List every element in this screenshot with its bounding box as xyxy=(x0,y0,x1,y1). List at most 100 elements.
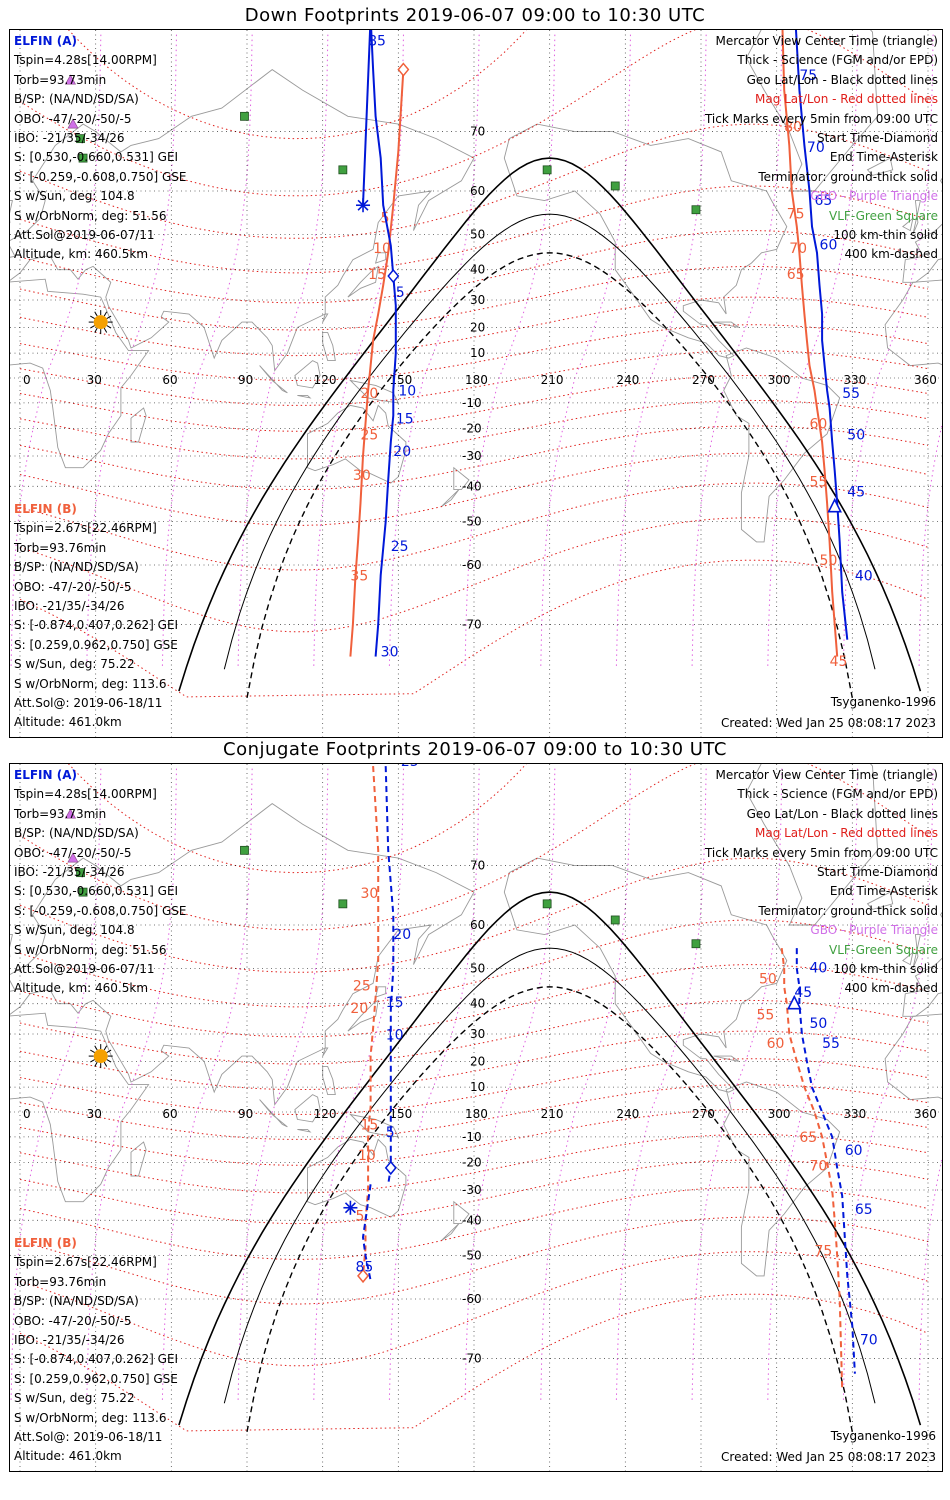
continent-outline xyxy=(294,360,321,389)
lat-tick-label: 60 xyxy=(470,184,485,198)
info-line: OBO: -47/-20/-50/-5 xyxy=(14,111,132,126)
track-time-tick: 10 xyxy=(373,241,391,257)
info-line: Tspin=2.67s[22.46RPM] xyxy=(14,1255,157,1270)
model-label: Tsyganenko-1996 xyxy=(830,695,936,709)
track-time-tick: 5 xyxy=(396,285,405,301)
continent-outline xyxy=(294,1094,321,1123)
elfin-a-track-second xyxy=(795,948,856,1374)
vlf-station-marker xyxy=(691,205,701,215)
lon-tick-label: 180 xyxy=(465,1107,488,1121)
lat-tick-label: -60 xyxy=(462,1292,482,1306)
mag-lat-line xyxy=(19,1293,929,1432)
mag-lat-line xyxy=(19,1058,929,1116)
track-time-tick: 35 xyxy=(350,569,368,585)
track-time-tick: 75 xyxy=(799,68,817,84)
continent-outline xyxy=(10,278,150,469)
lat-tick-label: -40 xyxy=(462,479,482,493)
continent-outline xyxy=(374,252,387,264)
track-time-tick: 50 xyxy=(820,553,838,569)
track-time-tick: 5 xyxy=(386,1125,395,1141)
continent-outline xyxy=(912,200,921,235)
lat-tick-label: -40 xyxy=(462,1213,482,1227)
map-frame-conjugate: 0 30 60 90 120 150 180 210 240 270 300 330 360 70 60 50… xyxy=(9,763,943,1472)
info-line: OBO: -47/-20/-50/-5 xyxy=(14,845,132,860)
lon-tick-label: 330 xyxy=(843,373,866,387)
info-line: S w/OrbNorm, deg: 113.6 xyxy=(14,1410,167,1425)
mag-lat-line xyxy=(19,1108,929,1166)
track-time-tick: 65 xyxy=(787,267,805,283)
lat-tick-label: 40 xyxy=(470,997,485,1011)
terminator-100km xyxy=(223,213,876,670)
terminator-400km xyxy=(246,252,853,699)
sun-ray xyxy=(106,1059,112,1063)
gbo-station-marker xyxy=(64,808,77,819)
track-time-tick: 70 xyxy=(807,140,825,156)
lon-tick-label: 240 xyxy=(616,373,639,387)
start-diamond-marker xyxy=(387,268,400,284)
info-line: Torb=93.73min xyxy=(14,72,107,87)
track-time-tick: 50 xyxy=(847,427,865,443)
legend-entry: VLF-Green Square xyxy=(829,208,938,223)
sun-ray xyxy=(103,311,108,317)
elfin-a-label: ELFIN (A) xyxy=(14,768,77,782)
lat-tick-label: -30 xyxy=(462,449,482,463)
track-time-tick: 55 xyxy=(842,386,860,402)
lon-tick-label: 270 xyxy=(692,1107,715,1121)
lon-tick-label: 360 xyxy=(914,373,937,387)
vlf-station-marker xyxy=(338,899,348,909)
info-line: B/SP: (NA/ND/SD/SA) xyxy=(14,1294,139,1309)
legend-entry: Terminator: ground-thick solid xyxy=(758,903,938,918)
track-time-tick: 60 xyxy=(809,417,827,433)
legend-entry: End Time-Asterisk xyxy=(829,884,938,899)
continent-outline xyxy=(130,407,147,443)
start-diamond-marker xyxy=(384,1160,397,1176)
panel-title-conjugate: Conjugate Footprints 2019-06-07 09:00 to… xyxy=(223,739,727,760)
info-line: OBO: -47/-20/-50/-5 xyxy=(14,579,132,594)
info-line: Tspin=4.28s[14.00RPM] xyxy=(14,787,157,802)
info-line: Att.Sol@2019-06-07/11 xyxy=(14,962,155,977)
info-line: IBO: -21/35/-34/26 xyxy=(14,1333,125,1348)
continent-outline xyxy=(10,803,475,1106)
track-time-tick: 20 xyxy=(393,444,411,460)
track-time-tick: 40 xyxy=(809,960,827,976)
track-time-tick: 5 xyxy=(355,1208,364,1224)
start-diamond-marker xyxy=(397,62,410,77)
continent-outline xyxy=(453,1200,470,1225)
lat-tick-label: -30 xyxy=(462,1183,482,1197)
info-line: S: [-0.874,0.407,0.262] GEI xyxy=(14,618,179,633)
lat-tick-label: -50 xyxy=(462,515,482,529)
legend-entry: Geo Lat/Lon - Black dotted lines xyxy=(746,72,938,87)
track-time-tick: 10 xyxy=(398,383,416,399)
lat-tick-label: 30 xyxy=(470,293,485,307)
vlf-station-marker xyxy=(691,939,701,949)
vlf-station-marker xyxy=(78,153,88,163)
track-time-tick: 55 xyxy=(822,1036,840,1052)
track-time-tick: 10 xyxy=(358,1148,376,1164)
vlf-station-marker xyxy=(240,111,249,121)
elfin-a-lines: Tspin=4.28s[14.00RPM] Torb=93.73min B/SP: … xyxy=(14,51,187,264)
vlf-station-marker xyxy=(76,868,85,878)
map-canvas: 0 30 60 90 120 150 180 210 240 270 300 330 360706050… xyxy=(10,30,942,737)
track-time-tick: 20 xyxy=(361,386,379,402)
lon-tick-label: 210 xyxy=(541,373,564,387)
info-line: OBO: -47/-20/-50/-5 xyxy=(14,1313,132,1328)
info-line: B/SP: (NA/ND/SD/SA) xyxy=(14,826,139,841)
lat-tick-label: -60 xyxy=(462,558,482,572)
continent-outline xyxy=(322,1066,336,1096)
info-line: Att.Sol@: 2019-06-18/11 xyxy=(14,1430,163,1445)
vlf-station-marker xyxy=(542,165,552,175)
end-asterisk-marker xyxy=(357,199,369,211)
info-line: S w/OrbNorm, deg: 113.6 xyxy=(14,676,167,691)
legend-entry: Mag Lat/Lon - Red dotted lines xyxy=(754,826,938,841)
mag-lat-line xyxy=(19,1133,929,1194)
continent-outline xyxy=(347,265,379,298)
sun-ray xyxy=(103,1045,108,1051)
lon-tick-label: 300 xyxy=(768,373,791,387)
lat-tick-label: -70 xyxy=(462,1351,482,1365)
track-time-tick: 75 xyxy=(787,206,805,222)
info-line: Altitude, km: 460.5km xyxy=(14,981,149,996)
lon-tick-label: 60 xyxy=(162,1107,177,1121)
info-line: Torb=93.76min xyxy=(14,540,107,555)
lat-tick-label: -10 xyxy=(462,1130,482,1144)
track-time-tick: 70 xyxy=(789,241,807,257)
